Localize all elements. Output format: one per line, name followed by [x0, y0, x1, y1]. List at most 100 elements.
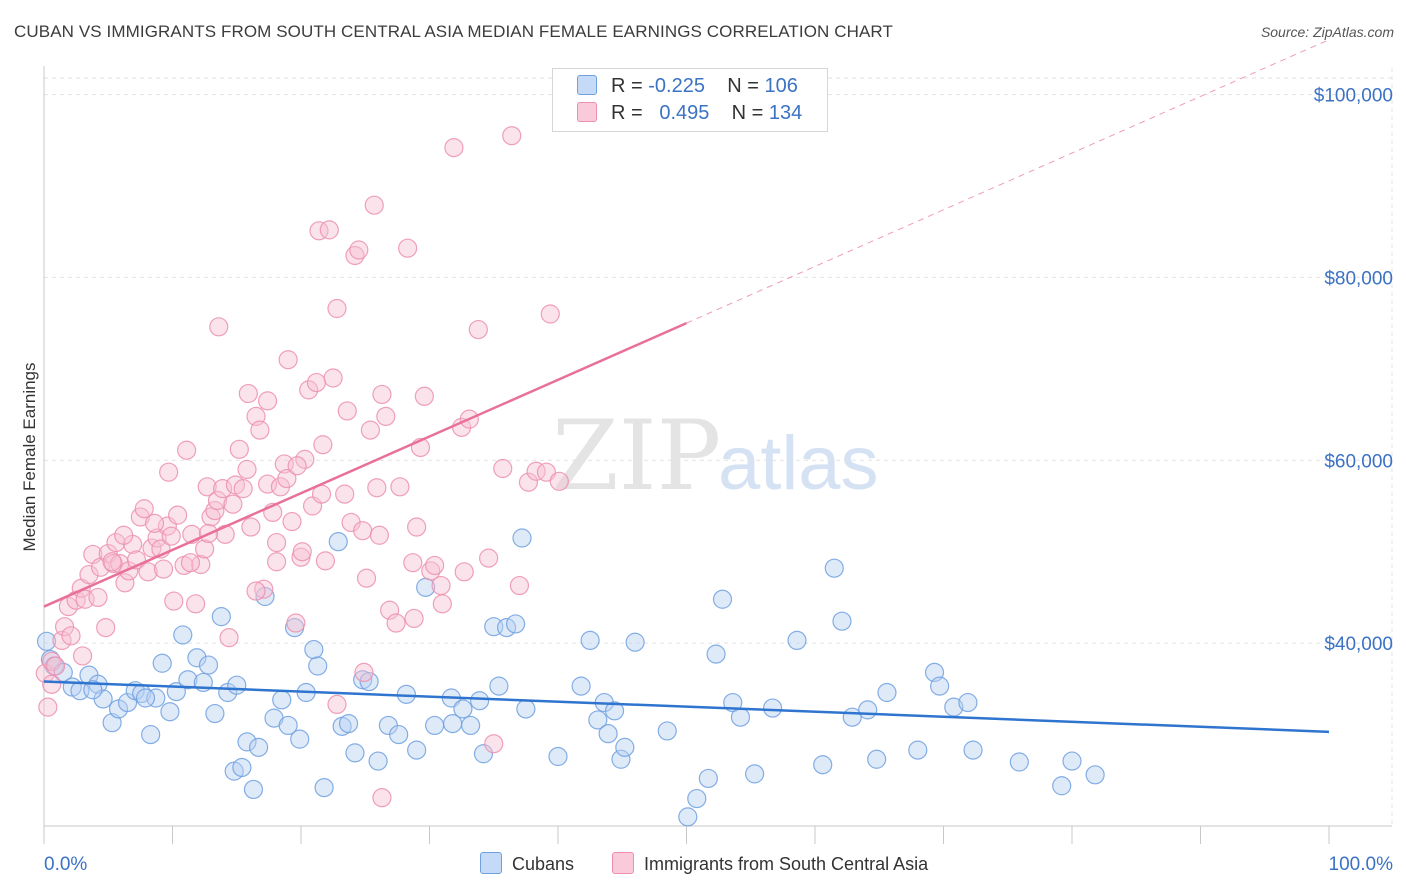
cubans-point [160, 702, 180, 722]
sca-point [323, 368, 343, 388]
sca-point [431, 575, 451, 596]
sca-point [278, 350, 298, 370]
sca-point [229, 439, 249, 459]
cubans-point [187, 648, 207, 668]
sca-point [414, 386, 434, 406]
cubans-point [706, 644, 726, 664]
series-swatch-sca [612, 852, 634, 874]
x-tick-label-max: 100.0% [1329, 854, 1394, 875]
cubans-point [470, 691, 490, 711]
sca-point [138, 562, 158, 582]
sca-point [454, 562, 474, 582]
sca-point [315, 551, 336, 571]
source-note: Source: ZipAtlas.com [1260, 24, 1394, 40]
sca-point [102, 552, 122, 572]
y-tick-label: $60,000 [1324, 451, 1393, 472]
cubans-point [248, 737, 269, 757]
chart-title: CUBAN VS IMMIGRANTS FROM SOUTH CENTRAL A… [14, 22, 893, 41]
legend-row-sca: R = 0.495 N = 134 [577, 102, 802, 126]
cubans-point [877, 682, 897, 703]
cubans-point [141, 724, 161, 745]
sca-point [180, 553, 201, 573]
cubans-point [1085, 765, 1105, 785]
sca-point [319, 220, 339, 240]
cubans-point [243, 779, 264, 800]
trend-lines [43, 39, 1330, 734]
sca-point [518, 472, 539, 492]
sca-point [215, 524, 235, 544]
sca-point [277, 468, 297, 489]
sca-point [58, 596, 79, 617]
sca-point [335, 484, 355, 504]
sca-point [246, 581, 266, 601]
cubans-point [867, 749, 887, 769]
cubans-point [314, 777, 334, 798]
sca-point [223, 494, 243, 514]
sca-point [134, 499, 154, 519]
sca-point [233, 479, 253, 499]
sca-point [376, 406, 396, 426]
sca-point [164, 591, 184, 611]
cubans-point [548, 746, 568, 767]
sca-point [444, 138, 464, 158]
series-legend-cubans[interactable]: Cubans [480, 852, 574, 875]
y-axis-label: Median Female Earnings [20, 363, 39, 552]
cubans-point [730, 707, 751, 727]
cubans-point [353, 670, 373, 690]
sca-trend-line [43, 321, 688, 608]
sca-point [114, 525, 134, 545]
sca-point [337, 401, 357, 421]
sca-point [282, 511, 302, 532]
cubans-point [678, 807, 698, 827]
cubans-point [425, 715, 445, 736]
legend-swatch-sca [577, 102, 597, 122]
cubans-point [813, 755, 833, 775]
cubans-point [657, 721, 677, 741]
sca-point [509, 575, 530, 596]
cubans-point [588, 710, 608, 730]
sca-point [502, 126, 522, 146]
sca-point [398, 238, 418, 258]
cubans-point [625, 632, 645, 652]
sca-point [213, 479, 233, 499]
cubans-point [461, 715, 481, 736]
cubans-point [824, 558, 844, 578]
sca-point [432, 594, 452, 614]
cubans-point [787, 630, 807, 651]
legend-r-label: R = [611, 75, 643, 97]
legend-r-label: R = [611, 102, 643, 124]
cubans-point [36, 631, 57, 651]
sca-point [468, 319, 488, 340]
sca-point [177, 440, 197, 460]
legend-n-value-cubans: 106 [764, 75, 798, 97]
sca-point [349, 240, 369, 260]
cubans-point [571, 676, 591, 696]
cubans-point [407, 740, 427, 760]
cubans-point [908, 740, 928, 760]
cubans-point [516, 699, 536, 719]
sca-point [250, 420, 270, 440]
sca-point [386, 613, 406, 633]
sca-point [292, 542, 312, 562]
sca-point [493, 458, 513, 479]
cubans-point [604, 701, 625, 721]
cubans-point [598, 724, 618, 744]
legend-r-value-sca: 0.495 [659, 102, 710, 124]
cubans-point [308, 656, 328, 676]
sca-point [479, 548, 499, 568]
sca-point [186, 594, 206, 614]
sca-point [367, 478, 387, 498]
cubans-point [117, 692, 138, 713]
series-legend-sca[interactable]: Immigrants from South Central Asia [612, 852, 928, 875]
cubans-point [958, 692, 978, 713]
legend-n-value-sca: 134 [768, 102, 803, 124]
sca-point [238, 383, 258, 404]
cubans-point [505, 614, 526, 634]
cubans-point [304, 639, 324, 660]
sca-point [266, 552, 287, 572]
sca-point [403, 553, 423, 573]
cubans-point [745, 764, 765, 784]
sca-point [549, 471, 569, 491]
sca-point [266, 532, 287, 553]
